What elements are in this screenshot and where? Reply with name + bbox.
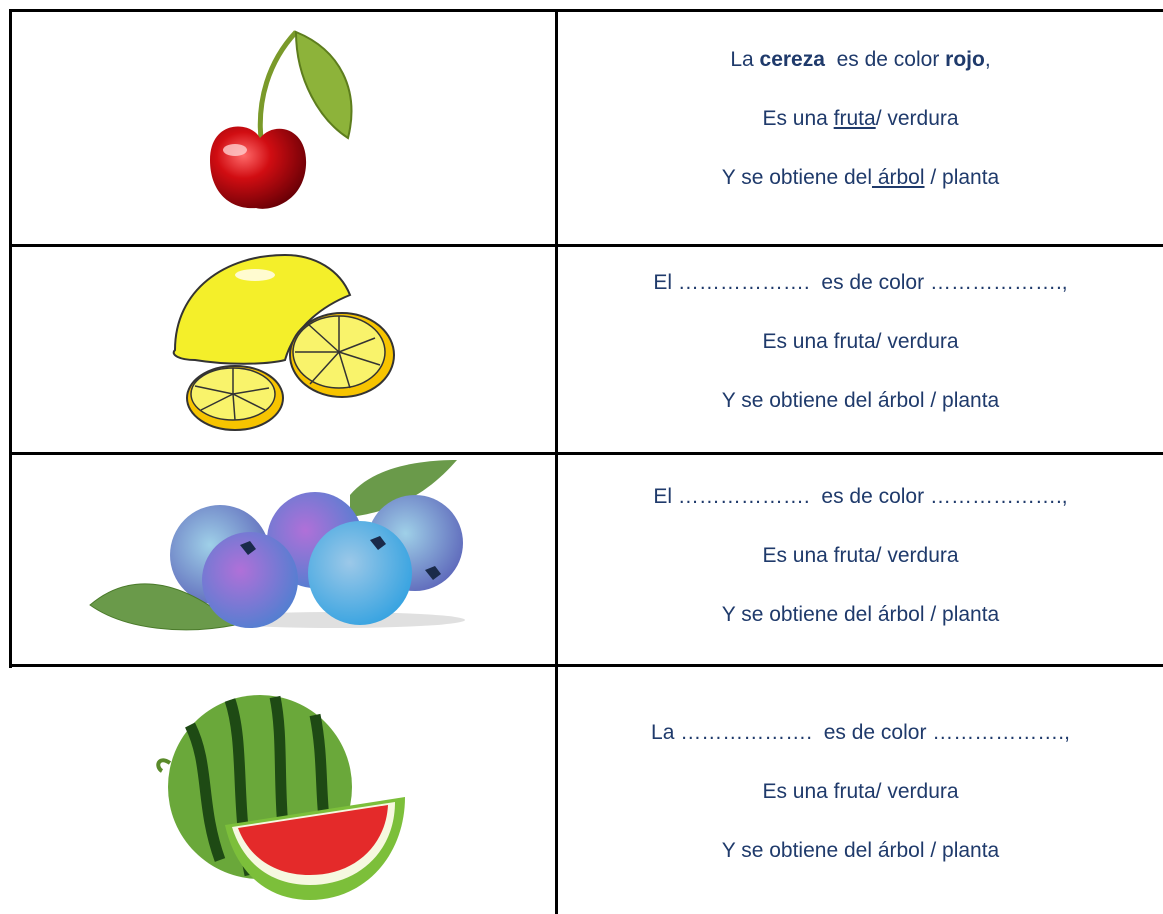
cherry-image xyxy=(210,30,353,209)
text: es de color xyxy=(824,48,946,71)
table-border xyxy=(555,9,558,914)
table-border xyxy=(9,9,1163,12)
sentence: La ………………. es de color ………………., xyxy=(558,703,1163,762)
text: Y se obtiene del árbol / planta xyxy=(721,389,1000,412)
text: Es una fruta/ verdura xyxy=(762,330,959,353)
sentence: El ………………. es de color ………………., xyxy=(558,253,1163,312)
sentence: La cereza es de color rojo, xyxy=(558,30,1163,89)
text: , xyxy=(984,48,991,71)
sentence: Es una fruta/ verdura xyxy=(558,762,1163,821)
text: / planta xyxy=(924,166,1000,189)
lemon-image xyxy=(172,253,395,431)
text: Es una fruta/ verdura xyxy=(762,780,959,803)
blueberries-image xyxy=(89,460,465,631)
bold-text: cereza xyxy=(759,48,825,71)
sentence: Es una fruta/ verdura xyxy=(558,526,1163,585)
text: Y se obtiene del xyxy=(721,166,872,189)
sentence: Y se obtiene del árbol / planta xyxy=(558,148,1163,207)
text-cell: La cereza es de color rojo, Es una fruta/… xyxy=(558,12,1163,207)
text: La ………………. es de color ………………., xyxy=(651,721,1070,744)
text: La xyxy=(730,48,760,71)
sentence: Es una fruta/ verdura xyxy=(558,89,1163,148)
text: Y se obtiene del árbol / planta xyxy=(721,603,1000,626)
sentence: Y se obtiene del árbol / planta xyxy=(558,371,1163,430)
table-border xyxy=(9,664,1163,667)
text-cell: El ………………. es de color ………………., Es una fr… xyxy=(558,455,1163,644)
sentence: El ………………. es de color ………………., xyxy=(558,467,1163,526)
text: Es una fruta/ verdura xyxy=(762,544,959,567)
text-cell: El ………………. es de color ………………., Es una fr… xyxy=(558,247,1163,430)
text: Y se obtiene del árbol / planta xyxy=(721,839,1000,862)
bold-text: rojo xyxy=(945,48,985,71)
table-border xyxy=(9,452,1163,455)
sentence: Y se obtiene del árbol / planta xyxy=(558,821,1163,880)
text: El ………………. es de color ………………., xyxy=(653,271,1068,294)
text: / verdura xyxy=(875,107,959,130)
text-cell: La ………………. es de color ………………., Es una fr… xyxy=(558,667,1163,880)
underlined-text: árbol xyxy=(871,166,925,189)
underlined-text: fruta xyxy=(833,107,876,130)
text: Es una xyxy=(762,107,834,130)
table-border xyxy=(9,9,12,668)
watermelon-image xyxy=(156,695,405,900)
sentence: Es una fruta/ verdura xyxy=(558,312,1163,371)
text: El ………………. es de color ………………., xyxy=(653,485,1068,508)
sentence: Y se obtiene del árbol / planta xyxy=(558,585,1163,644)
table-border xyxy=(9,244,1163,247)
